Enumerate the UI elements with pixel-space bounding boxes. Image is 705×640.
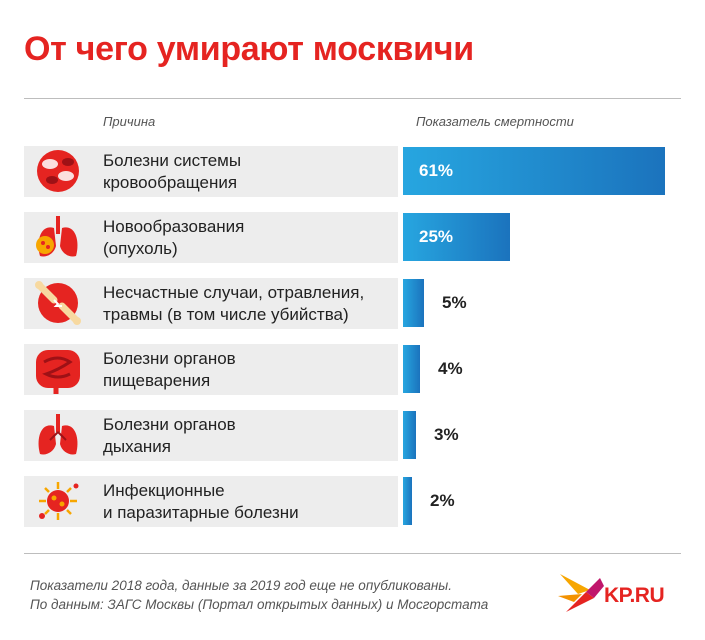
footnote-line-2: По данным: ЗАГС Москвы (Портал открытых … [30,597,489,612]
cause-label-line-1: Инфекционные [103,481,225,500]
kp-bird-logo-icon [558,574,604,612]
cause-label: Болезни органов пищеварения [103,348,236,392]
footnote-line-1: Показатели 2018 года, данные за 2019 год… [30,578,452,593]
cause-label: Новообразования (опухоль) [103,216,244,260]
cause-row [24,212,398,263]
top-divider [24,98,681,99]
blood-cells-icon [37,150,79,192]
bar-value-label: 2% [430,491,455,510]
bar [403,147,665,195]
cause-label-line-1: Болезни системы [103,151,242,170]
bar [403,279,424,327]
cause-label-line-2: травмы (в том числе убийства) [103,305,349,324]
cause-row [24,476,398,527]
cause-label-line-1: Болезни органов [103,415,236,434]
bar-value-label: 5% [442,293,467,312]
footnote: Показатели 2018 года, данные за 2019 год… [30,576,488,614]
cause-label: Несчастные случаи, отравления, травмы (в … [103,282,364,326]
cause-label-line-1: Новообразования [103,217,245,236]
cause-label-line-1: Несчастные случаи, отравления, [103,283,365,302]
cause-label-line-2: дыхания [103,437,171,456]
bar [403,345,420,393]
cause-label-line-2: пищеварения [103,371,211,390]
lungs-icon [38,414,78,455]
bar [403,477,412,525]
cause-row [24,146,398,197]
broken-bone-icon [35,281,81,325]
intestines-icon [36,350,80,394]
cause-label: Болезни органов дыхания [103,414,236,458]
bar-value-label: 3% [434,425,459,444]
tumor-lungs-icon [36,216,78,257]
bar-value-label: 61% [419,161,454,180]
bar [403,213,510,261]
page-title: От чего умирают москвичи [24,30,474,68]
bar-value-label: 25% [419,227,454,246]
cause-label-line-2: кровообращения [103,173,238,192]
bar-value-label: 4% [438,359,463,378]
cause-row [24,410,398,461]
cause-label-line-2: и паразитарные болезни [103,503,299,522]
cause-label-line-1: Болезни органов [103,349,236,368]
cause-label: Инфекционные и паразитарные болезни [103,480,299,524]
virus-icon [39,482,79,520]
cause-row [24,278,398,329]
cause-column-header: Причина [103,114,156,129]
rate-column-header: Показатель смертности [416,114,574,129]
cause-label: Болезни системы кровообращения [103,150,241,194]
bar [403,411,416,459]
cause-row [24,344,398,395]
cause-label-line-2: (опухоль) [103,239,178,258]
logo-text: KP.RU [604,584,665,607]
bottom-divider [24,553,681,554]
